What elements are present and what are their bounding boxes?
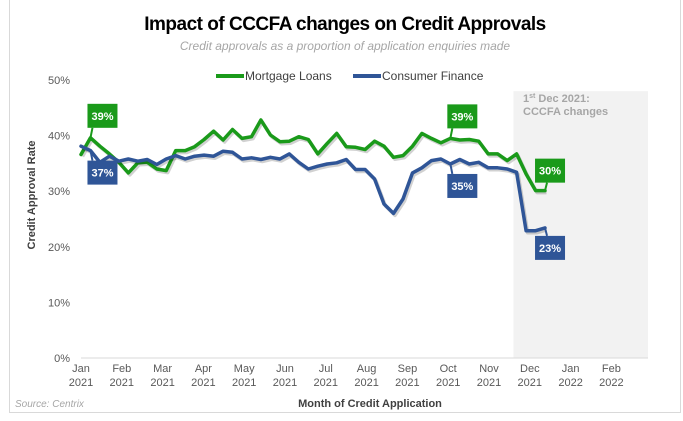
x-tick-year: 2021 bbox=[232, 377, 256, 389]
chart-subtitle: Credit approvals as a proportion of appl… bbox=[180, 39, 511, 53]
series-line-mortgage-loans bbox=[79, 118, 547, 193]
x-tick-year: 2021 bbox=[69, 377, 93, 389]
data-label-text: 39% bbox=[451, 111, 473, 123]
data-label-leader bbox=[544, 182, 549, 191]
data-label-text: 35% bbox=[451, 181, 473, 193]
y-tick-label: 0% bbox=[54, 353, 70, 365]
x-tick-month: Jan bbox=[72, 363, 90, 375]
x-tick-month: Jul bbox=[319, 363, 333, 375]
y-axis-label: Credit Approval Rate bbox=[26, 140, 38, 249]
x-axis: Jan 2021 Feb 2021 Mar 2021 Apr 2021 May 2021 Jun 20… bbox=[69, 363, 624, 389]
data-label-text: 30% bbox=[539, 166, 561, 178]
data-label-leader bbox=[449, 163, 454, 175]
cccfa-shaded-region bbox=[513, 91, 648, 359]
x-tick-month: Sep bbox=[398, 363, 418, 375]
data-label-box bbox=[535, 158, 566, 183]
source-note: Source: Centrix bbox=[15, 399, 85, 410]
x-tick-year: 2021 bbox=[354, 377, 378, 389]
y-tick-label: 30% bbox=[48, 186, 70, 198]
y-axis: 0% 10% 20% 30% 40% 50% bbox=[48, 75, 70, 365]
x-tick-month: Aug bbox=[357, 363, 377, 375]
data-label-box bbox=[87, 103, 118, 128]
x-tick-year: 2021 bbox=[191, 377, 215, 389]
annotation-line1: 1st Dec 2021: bbox=[523, 93, 590, 105]
data-label-box bbox=[87, 160, 118, 185]
data-label-box bbox=[447, 104, 478, 129]
y-tick-label: 40% bbox=[48, 131, 70, 143]
x-tick-year: 2022 bbox=[558, 377, 582, 389]
x-tick-year: 2021 bbox=[150, 377, 174, 389]
data-label-text: 39% bbox=[91, 111, 113, 123]
data-label-text: 37% bbox=[91, 168, 113, 180]
data-label-leader bbox=[89, 127, 94, 139]
data-label-text: 23% bbox=[539, 243, 561, 255]
data-label: 37% bbox=[87, 150, 118, 185]
data-label: 30% bbox=[535, 158, 566, 191]
x-axis-label: Month of Credit Application bbox=[298, 398, 442, 410]
x-tick-year: 2022 bbox=[599, 377, 623, 389]
x-tick-month: Nov bbox=[479, 363, 499, 375]
data-label-box bbox=[447, 173, 478, 198]
x-tick-month: Mar bbox=[153, 363, 172, 375]
x-tick-month: Oct bbox=[440, 363, 457, 375]
x-tick-month: Dec bbox=[520, 363, 540, 375]
x-tick-year: 2021 bbox=[477, 377, 501, 389]
data-labels: 39% 37% 39% 35% 30% 23% bbox=[87, 103, 566, 260]
data-label-box bbox=[535, 235, 566, 260]
x-tick-year: 2021 bbox=[273, 377, 297, 389]
data-label: 35% bbox=[447, 163, 478, 198]
series-group bbox=[79, 118, 547, 235]
legend-label-mortgage: Mortgage Loans bbox=[245, 69, 332, 83]
legend-label-consumer: Consumer Finance bbox=[382, 69, 484, 83]
x-tick-year: 2021 bbox=[518, 377, 542, 389]
x-tick-month: Jan bbox=[562, 363, 580, 375]
x-tick-year: 2021 bbox=[436, 377, 460, 389]
y-tick-label: 50% bbox=[48, 75, 70, 87]
data-label: 23% bbox=[535, 227, 566, 260]
legend: Mortgage Loans Consumer Finance bbox=[216, 69, 484, 83]
x-tick-month: Jun bbox=[276, 363, 294, 375]
x-tick-month: Apr bbox=[195, 363, 212, 375]
annotation-line2: CCCFA changes bbox=[523, 106, 608, 118]
x-tick-month: Feb bbox=[602, 363, 621, 375]
data-label-leader bbox=[449, 128, 454, 139]
data-label: 39% bbox=[87, 103, 118, 139]
data-label-leader bbox=[89, 150, 94, 161]
x-tick-month: Feb bbox=[112, 363, 131, 375]
series-line-consumer-finance bbox=[79, 144, 547, 233]
data-label: 39% bbox=[447, 104, 478, 139]
chart-title: Impact of CCCFA changes on Credit Approv… bbox=[144, 14, 545, 35]
y-tick-label: 20% bbox=[48, 242, 70, 254]
y-tick-label: 10% bbox=[48, 297, 70, 309]
x-tick-year: 2021 bbox=[110, 377, 134, 389]
x-tick-month: May bbox=[234, 363, 255, 375]
x-tick-year: 2021 bbox=[314, 377, 338, 389]
data-label-leader bbox=[544, 227, 549, 237]
x-tick-year: 2021 bbox=[395, 377, 419, 389]
